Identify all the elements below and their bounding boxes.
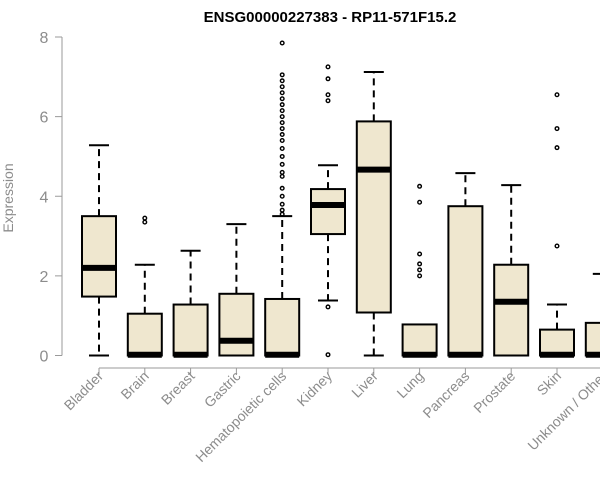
outlier-point: [279, 161, 285, 167]
box-4: [264, 40, 301, 358]
y-axis: 0 2 4 6 8: [40, 30, 63, 366]
x-tick-label: Pancreas: [419, 368, 472, 421]
outlier-point: [279, 211, 285, 217]
iqr-box: [539, 328, 575, 357]
outlier-point: [279, 96, 285, 102]
y-tick-label: 8: [40, 30, 49, 47]
x-tick-label: Kidney: [294, 368, 336, 410]
x-tick-label: Hematopoietic cells: [192, 368, 289, 465]
outlier-point: [279, 201, 285, 207]
outlier-point: [279, 193, 285, 199]
outlier-point: [554, 145, 560, 151]
x-tick-label: Brain: [117, 368, 151, 402]
iqr-box: [81, 215, 117, 298]
box-2: [172, 249, 209, 358]
outlier-point: [554, 126, 560, 132]
box-7: [401, 183, 438, 358]
x-tick-label: Prostate: [470, 368, 518, 416]
outlier-point: [325, 352, 331, 358]
outlier-point: [325, 92, 331, 98]
outlier-point: [417, 267, 423, 273]
outlier-point: [279, 145, 285, 151]
x-tick-label: Bladder: [61, 368, 107, 414]
outlier-point: [279, 126, 285, 132]
outlier-point: [279, 138, 285, 144]
outlier-point: [279, 78, 285, 84]
outlier-point: [279, 108, 285, 114]
x-tick-label: Skin: [534, 368, 565, 399]
iqr-box: [218, 292, 255, 357]
iqr-box: [493, 263, 530, 357]
box-8: [447, 172, 484, 358]
box-9: [493, 184, 530, 357]
y-tick-label: 4: [40, 189, 49, 206]
box-3: [218, 223, 255, 357]
iqr-box: [447, 205, 484, 357]
outlier-point: [142, 215, 148, 221]
outlier-point: [554, 243, 560, 249]
x-tick-label: Lung: [393, 368, 426, 401]
box-1: [126, 215, 163, 358]
box-10: [539, 92, 575, 358]
iqr-box: [401, 323, 438, 357]
outlier-point: [325, 98, 331, 104]
outlier-point: [279, 72, 285, 78]
outlier-point: [554, 92, 560, 98]
chart-title: ENSG00000227383 - RP11-571F15.2: [204, 9, 457, 26]
y-tick-label: 6: [40, 110, 49, 127]
outlier-point: [417, 199, 423, 205]
outlier-point: [279, 173, 285, 179]
outlier-point: [417, 183, 423, 189]
outlier-point: [417, 251, 423, 257]
outlier-point: [417, 273, 423, 279]
outlier-point: [279, 114, 285, 120]
iqr-box: [264, 297, 301, 357]
outlier-point: [279, 185, 285, 191]
x-tick-label: Gastric: [201, 368, 244, 411]
outlier-point: [325, 76, 331, 82]
iqr-box: [172, 303, 209, 357]
outlier-point: [417, 261, 423, 267]
outlier-point: [279, 169, 285, 175]
outlier-point: [279, 120, 285, 126]
outlier-point: [279, 132, 285, 138]
box-5: [310, 64, 346, 358]
outlier-point: [279, 40, 285, 46]
y-tick-label: 0: [40, 349, 49, 366]
iqr-box: [355, 120, 392, 314]
iqr-box: [310, 188, 346, 236]
outlier-point: [279, 84, 285, 90]
outlier-point: [279, 207, 285, 213]
boxes-group: [81, 40, 600, 358]
outlier-point: [325, 64, 331, 70]
outlier-point: [279, 102, 285, 108]
outlier-point: [325, 304, 331, 310]
y-tick-label: 2: [40, 269, 49, 286]
iqr-box: [584, 321, 600, 357]
x-tick-label: Breast: [158, 368, 198, 408]
y-axis-label: Expression: [0, 163, 16, 232]
outlier-point: [279, 90, 285, 96]
outlier-point: [279, 153, 285, 159]
x-tick-label: Liver: [348, 368, 381, 401]
box-0: [81, 144, 117, 357]
box-6: [355, 71, 392, 357]
outlier-point: [142, 219, 148, 225]
iqr-box: [126, 312, 163, 357]
box-11: [584, 272, 600, 358]
